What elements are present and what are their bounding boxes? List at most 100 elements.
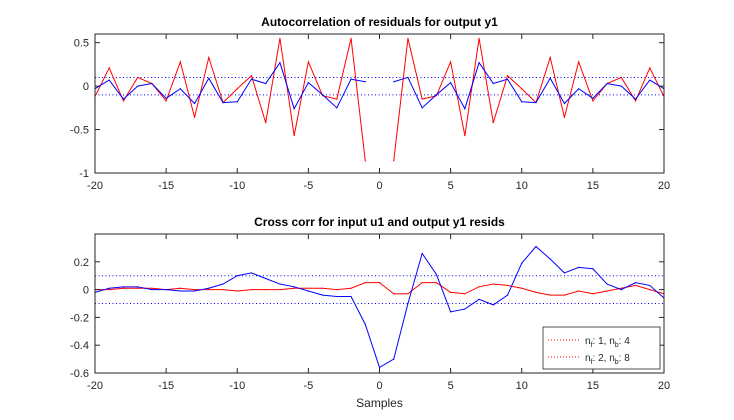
data-point — [464, 293, 466, 295]
axes-box — [94, 233, 665, 374]
data-point — [108, 67, 110, 69]
data-point — [222, 102, 224, 104]
data-point — [193, 102, 196, 105]
data-point — [307, 61, 309, 63]
data-point — [208, 77, 210, 79]
data-point — [521, 88, 523, 90]
data-point — [151, 82, 153, 85]
data-point — [265, 277, 267, 280]
data-point — [122, 286, 125, 288]
x-tick-label: 5 — [448, 380, 454, 392]
legend: nf: 1, nb: 4 nf: 2, nb: 8 — [542, 326, 661, 370]
data-point — [307, 287, 309, 289]
data-point — [279, 283, 281, 285]
data-point — [535, 102, 537, 104]
data-point — [435, 273, 437, 275]
data-point — [478, 298, 480, 300]
data-point — [122, 287, 125, 289]
data-point — [592, 97, 594, 99]
data-point — [393, 358, 395, 360]
data-point — [336, 295, 338, 298]
data-point — [464, 108, 466, 110]
data-point — [279, 289, 281, 291]
data-point — [236, 101, 238, 103]
y-tick-label: -1 — [79, 168, 89, 180]
data-point — [250, 289, 253, 291]
data-point — [464, 135, 466, 137]
data-point — [563, 116, 566, 118]
data-point — [293, 287, 295, 289]
data-point — [108, 79, 110, 81]
data-point — [649, 289, 651, 291]
data-point — [592, 293, 594, 295]
y-tick-label: -0.5 — [70, 125, 89, 137]
data-point — [208, 56, 210, 59]
x-tick-label: 10 — [516, 380, 528, 392]
data-point — [634, 284, 637, 287]
data-point — [279, 62, 281, 64]
data-point — [236, 290, 238, 292]
data-point — [535, 291, 537, 293]
data-point — [506, 294, 509, 296]
data-point — [208, 287, 210, 289]
data-point — [578, 266, 580, 268]
x-tick-label: 5 — [448, 180, 454, 192]
data-point — [492, 283, 494, 285]
data-point — [563, 102, 566, 105]
x-tick-label: -15 — [158, 380, 174, 392]
data-point — [350, 37, 352, 39]
data-point — [336, 98, 338, 100]
data-point — [236, 275, 238, 277]
data-point — [578, 61, 580, 63]
data-point — [364, 160, 366, 162]
data-point — [250, 78, 253, 80]
data-point — [450, 311, 452, 313]
data-point — [450, 61, 452, 63]
chart-title: Autocorrelation of residuals for output … — [261, 15, 498, 29]
data-point — [137, 287, 139, 289]
data-point — [478, 62, 480, 64]
data-point — [265, 82, 267, 85]
data-point — [393, 160, 395, 162]
series-1-line-segment-2 — [393, 61, 665, 110]
data-point — [450, 82, 452, 84]
data-point — [179, 287, 181, 289]
data-point — [563, 294, 566, 296]
data-point — [265, 289, 267, 291]
data-point — [435, 282, 437, 284]
data-point — [634, 98, 637, 100]
data-point — [322, 287, 324, 289]
data-point — [350, 295, 352, 298]
data-point — [322, 94, 324, 96]
x-tick-label: -15 — [158, 180, 174, 192]
x-tick-label: -5 — [303, 380, 313, 392]
data-point — [378, 366, 381, 369]
data-point — [108, 289, 110, 291]
y-tick-label: -0.6 — [70, 368, 89, 380]
data-point — [521, 101, 523, 103]
y-tick-label: -0.4 — [70, 340, 89, 352]
x-tick-label: 0 — [376, 380, 382, 392]
data-point — [307, 82, 309, 84]
data-point — [464, 308, 466, 310]
data-point — [350, 78, 352, 80]
y-tick-label: 0.2 — [74, 257, 89, 269]
data-point — [336, 107, 338, 109]
data-point — [179, 290, 181, 292]
data-point — [634, 100, 637, 102]
data-point — [222, 289, 224, 291]
data-point — [122, 100, 125, 102]
data-point — [108, 287, 110, 289]
axes-box — [94, 33, 665, 174]
data-point — [421, 107, 423, 109]
data-point — [137, 76, 139, 79]
data-point — [378, 282, 381, 284]
series-2-line-segment-2 — [393, 38, 665, 161]
data-point — [492, 82, 494, 85]
data-point — [407, 37, 409, 39]
data-point — [620, 76, 622, 79]
data-point — [122, 98, 125, 100]
data-point — [250, 272, 253, 274]
series-1-line-segment-1 — [94, 61, 366, 110]
